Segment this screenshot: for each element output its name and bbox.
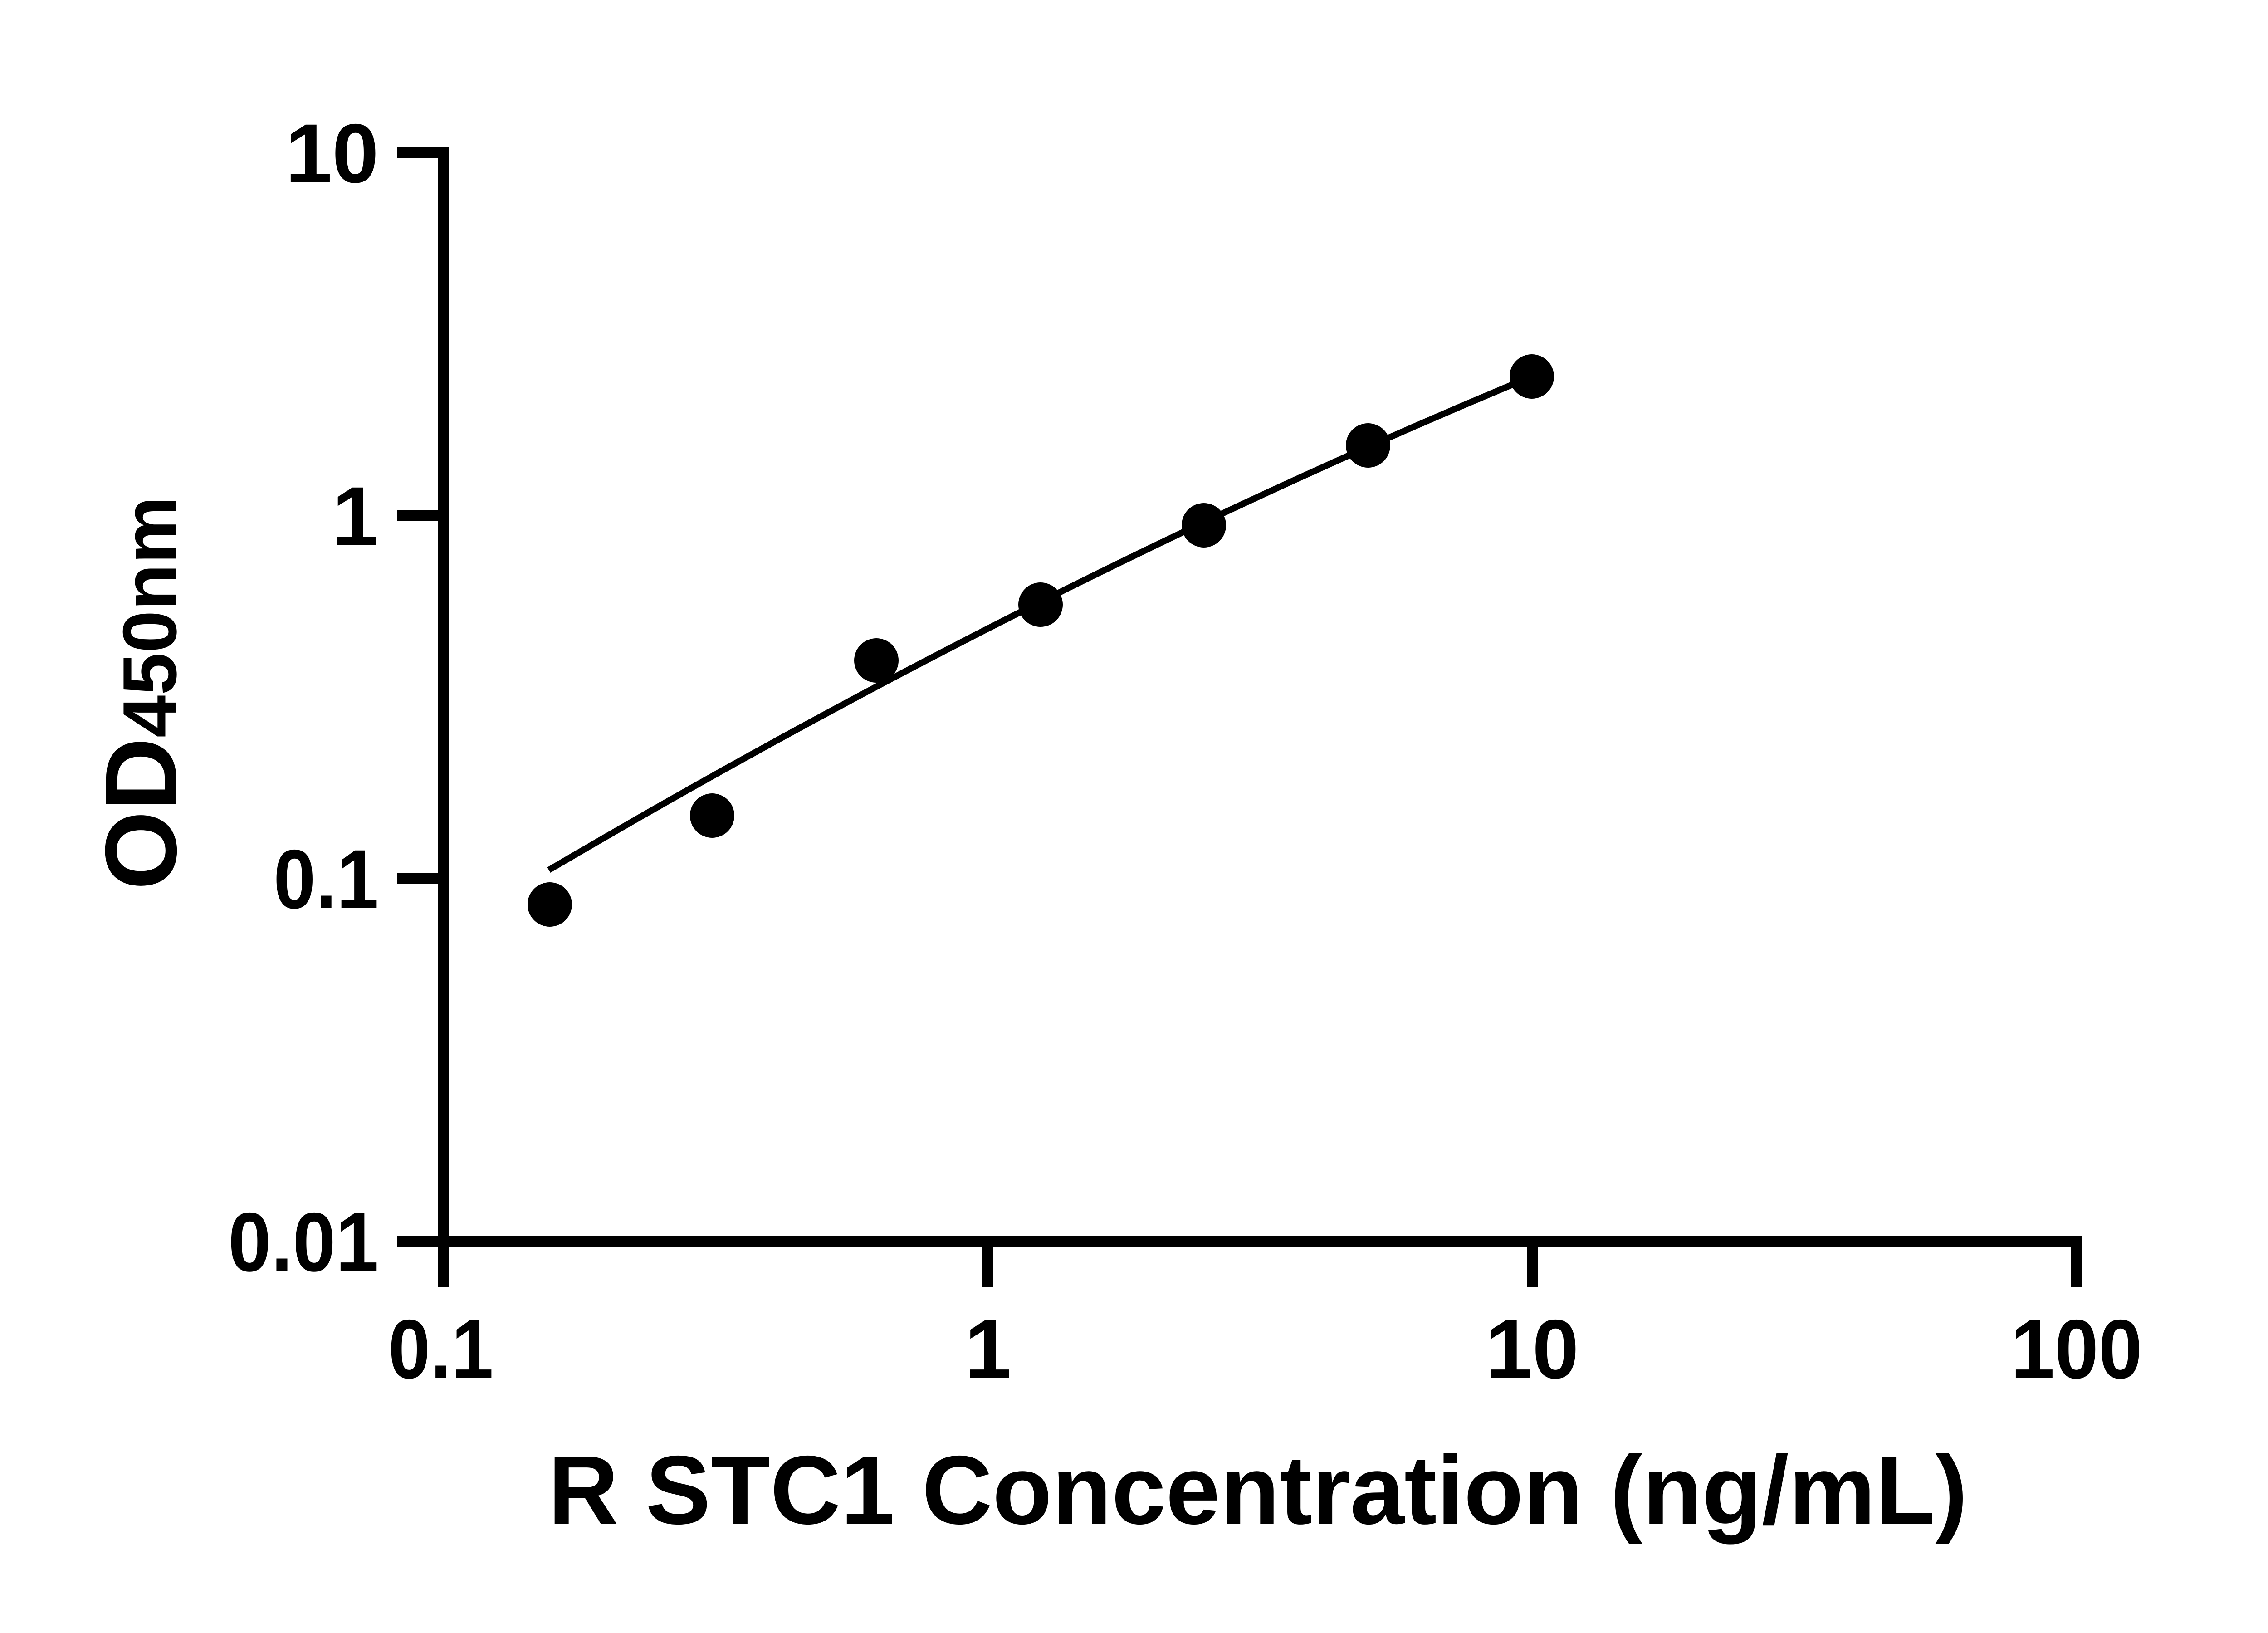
svg-text:0.1: 0.1	[388, 1303, 494, 1396]
svg-text:1: 1	[332, 470, 379, 563]
svg-text:1: 1	[965, 1303, 1012, 1396]
svg-text:10: 10	[1486, 1303, 1579, 1396]
svg-text:0.1: 0.1	[274, 833, 379, 926]
svg-text:100: 100	[2011, 1303, 2142, 1396]
svg-text:0.01: 0.01	[228, 1196, 379, 1289]
svg-text:10: 10	[285, 107, 379, 200]
svg-text:R STC1 Concentration (ng/mL): R STC1 Concentration (ng/mL)	[548, 1435, 1967, 1545]
svg-text:OD450nm: OD450nm	[84, 496, 198, 890]
